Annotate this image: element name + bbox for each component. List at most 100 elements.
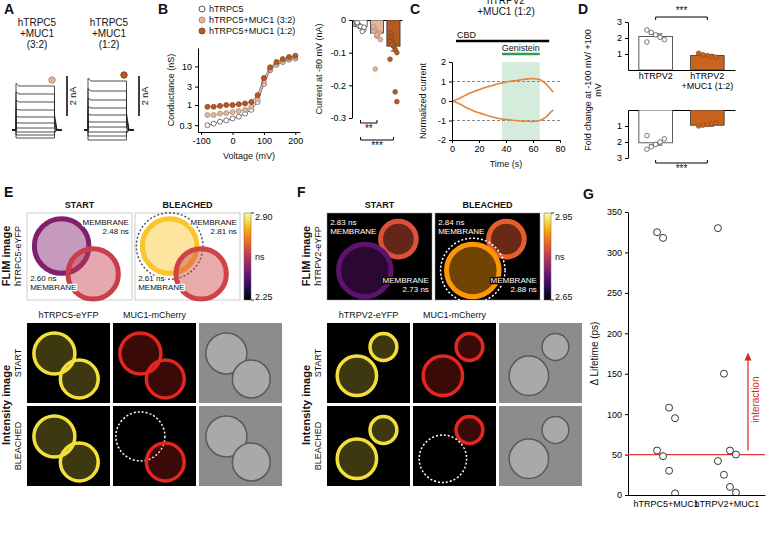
tick-label: 0 — [231, 136, 236, 146]
data-point — [714, 458, 721, 465]
tick-label: -100 — [193, 136, 211, 146]
plot-area — [639, 110, 724, 152]
tick: 3 — [187, 82, 198, 92]
intensity-image — [27, 323, 110, 403]
axis-title: Normalized current — [418, 62, 428, 139]
marker — [243, 107, 248, 112]
tick-label: 1 — [441, 77, 446, 87]
significance-label: ** — [365, 123, 373, 134]
figure: ABCDEFGhTRPC5+MUC1(3:2)2 nAhTRPC5+MUC1(1… — [0, 0, 779, 543]
tick: 10 — [182, 62, 198, 72]
row-head: START — [13, 348, 23, 377]
panel-strip: 050100150200250300350hTRPC5+MUC1hTRPV2+M… — [589, 207, 766, 509]
cell — [456, 334, 483, 361]
tick-label: 3 — [617, 17, 622, 27]
current-trace — [12, 130, 62, 132]
axis: 123 — [617, 17, 629, 70]
tick: 1 — [441, 77, 452, 87]
intensity-image — [27, 406, 110, 486]
threshold-line — [628, 454, 765, 455]
tick-label: 100 — [257, 136, 272, 146]
current-trace — [12, 83, 62, 130]
tick: 150 — [607, 369, 628, 379]
tick-label: hTRPV2+MUC1 — [695, 499, 760, 509]
axis-line — [452, 63, 453, 141]
intensity-image — [499, 323, 582, 403]
tick-mark — [449, 121, 452, 122]
marker — [224, 103, 229, 108]
intensity-image — [199, 323, 282, 403]
current-trace — [12, 130, 62, 135]
colorbar-label: 2.65 — [555, 292, 573, 302]
tick-label: 60 — [528, 144, 538, 154]
panel-letter: C — [410, 1, 420, 17]
significance-bracket — [656, 17, 708, 20]
marker — [205, 123, 210, 128]
tick-mark — [195, 105, 198, 106]
bar — [639, 36, 673, 70]
lifetime-label: MEMBRANE — [330, 227, 376, 236]
data-point — [705, 122, 710, 127]
axis-title: Fold change at -100 mV/ +100mV — [583, 29, 603, 150]
label: hTRPC5-eYFP — [13, 226, 23, 286]
tick-mark — [560, 140, 561, 143]
marker — [249, 104, 254, 109]
cell — [60, 443, 98, 481]
tick-label: hTRPC5+MUC1 — [633, 499, 698, 509]
tick-label: 250 — [607, 288, 622, 298]
data-point — [705, 53, 710, 58]
label: Intensity image — [300, 365, 312, 445]
panel-letter: B — [158, 1, 168, 17]
bar — [387, 20, 400, 46]
tick: 2 — [441, 57, 452, 67]
current-trace — [84, 130, 134, 136]
data-point — [653, 33, 658, 38]
scale-label: 2 nA — [140, 87, 150, 106]
column-head: START — [65, 200, 95, 210]
data-point — [666, 467, 673, 474]
tick-label: hTRPV2 — [639, 71, 673, 81]
marker — [217, 103, 222, 108]
series-line — [207, 59, 295, 126]
data-point — [393, 90, 398, 95]
tick-mark — [195, 66, 198, 67]
data-point — [714, 121, 719, 126]
flim-image — [135, 213, 240, 300]
colorbar-title: ns — [255, 252, 265, 262]
legend-marker — [199, 6, 205, 12]
tick-mark — [625, 455, 628, 456]
cell — [337, 439, 376, 478]
tick: 0 — [231, 132, 236, 146]
data-point — [395, 99, 400, 104]
cell — [542, 417, 569, 444]
data-point — [709, 54, 714, 59]
data-point — [645, 40, 650, 45]
lifetime-label: 2.84 ns — [438, 218, 464, 227]
panel-traces: hTRPC5+MUC1(3:2)2 nAhTRPC5+MUC1(1:2)2 nA — [12, 17, 150, 140]
bar — [639, 110, 673, 143]
panel-letter: D — [578, 1, 588, 17]
tick-mark — [233, 132, 234, 135]
data-point — [395, 50, 400, 55]
tick: 2 — [617, 33, 628, 43]
flim-image — [327, 213, 432, 300]
axis-title: Current at -80 mV (nA) — [314, 23, 324, 114]
marker — [211, 121, 216, 126]
data-point — [654, 447, 661, 454]
tick-label: 0 — [617, 490, 622, 500]
tick-mark — [295, 132, 296, 135]
lifetime-label: MEMBRANE — [438, 227, 484, 236]
data-point — [714, 55, 719, 60]
tick: 1 — [617, 121, 628, 131]
colorbar-label: 2.90 — [255, 212, 273, 222]
tick-mark — [201, 132, 202, 135]
annotation: interaction — [750, 377, 761, 423]
tick-mark — [452, 140, 453, 143]
tick-label: 80 — [555, 144, 565, 154]
marker — [224, 118, 229, 123]
cell-membrane — [339, 244, 392, 297]
treatment-label: CBD — [457, 30, 477, 40]
tick-label: 1 — [617, 121, 622, 131]
data-point — [726, 483, 733, 490]
tick-label: 200 — [607, 329, 622, 339]
